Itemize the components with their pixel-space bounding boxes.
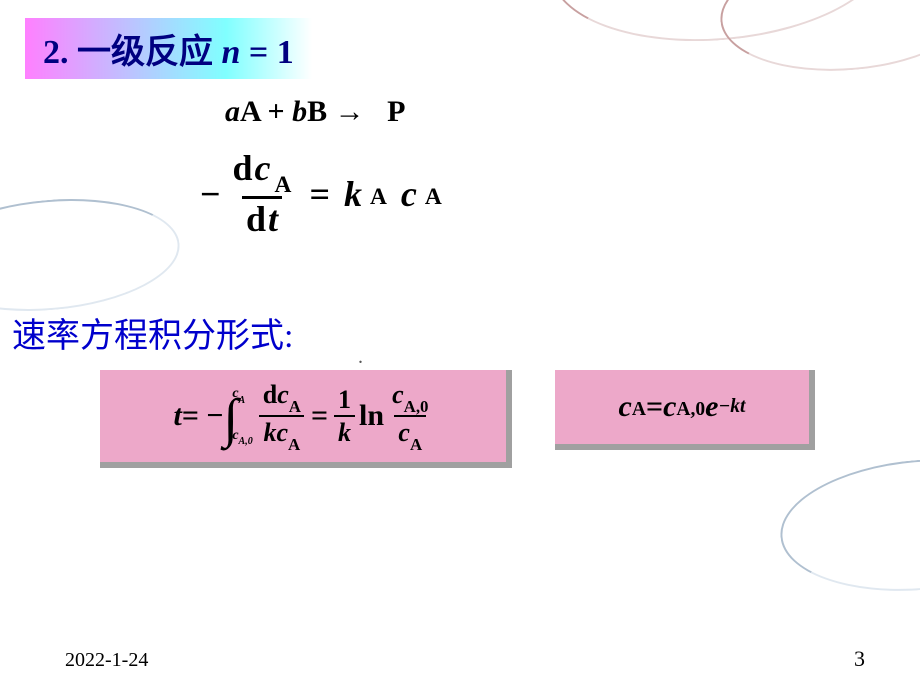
footer-page-number: 3 bbox=[854, 646, 865, 672]
eq3: = bbox=[646, 390, 663, 424]
frac-ca0-ca: cA,0 cA bbox=[388, 381, 432, 451]
subA2: A bbox=[288, 435, 300, 454]
one: 1 bbox=[334, 386, 355, 415]
rate-k: k bbox=[344, 173, 362, 215]
lim-lo-c: c bbox=[232, 428, 238, 443]
exp-kt: −kt bbox=[718, 396, 745, 418]
integral-limits: cA cA,0 bbox=[232, 386, 252, 446]
frac-1-k: 1 k bbox=[334, 386, 355, 447]
cA0-right: c bbox=[663, 390, 676, 424]
species-B: B bbox=[307, 95, 335, 128]
c4: c bbox=[398, 418, 410, 447]
subA0: A,0 bbox=[404, 397, 429, 416]
cA0-right-sub: A,0 bbox=[676, 399, 705, 421]
c1: c bbox=[277, 380, 289, 409]
sub-A-c: A bbox=[425, 184, 442, 211]
integral-form-label: 速率方程积分形式: bbox=[12, 308, 293, 357]
coeff-a: a bbox=[225, 95, 240, 128]
title-var: n bbox=[222, 34, 241, 71]
eq-neg: = − bbox=[182, 399, 224, 433]
reaction-equation: aA + bB → P bbox=[225, 95, 405, 129]
sub-A-k: A bbox=[370, 184, 387, 211]
solution-equation-card: cA = cA,0 e−kt bbox=[555, 370, 815, 450]
c2b: c bbox=[276, 418, 288, 447]
decor-ridge-3 bbox=[0, 189, 184, 321]
subA1: A bbox=[289, 397, 301, 416]
minus-sign: − bbox=[200, 173, 221, 215]
lim-up-sub: A bbox=[239, 395, 246, 406]
decor-dot: . bbox=[358, 346, 363, 369]
conc-c2: c bbox=[401, 173, 417, 215]
rate-differential-equation: − dcA dt = kA cA bbox=[200, 150, 442, 239]
conc-c: c bbox=[255, 148, 271, 188]
species-A: A + bbox=[240, 95, 292, 128]
c3: c bbox=[392, 380, 404, 409]
cA-left: c bbox=[619, 390, 632, 424]
d-op2: d bbox=[246, 199, 266, 239]
e-base: e bbox=[705, 390, 718, 424]
footer-date: 2022-1-24 bbox=[65, 649, 148, 672]
subA3: A bbox=[410, 435, 422, 454]
arrow-icon: → bbox=[335, 95, 365, 128]
k2: k bbox=[338, 418, 351, 447]
cA-left-sub: A bbox=[632, 399, 646, 421]
lim-lo-sub: A,0 bbox=[239, 436, 253, 447]
decor-ridge-4 bbox=[775, 448, 920, 602]
k1: k bbox=[263, 418, 276, 447]
integral-equation-card: t = − ∫ cA cA,0 dcA kcA = 1 k ln cA,0 cA bbox=[100, 370, 512, 468]
sub-A: A bbox=[275, 172, 292, 198]
decor-ridge-2 bbox=[715, 0, 920, 81]
title-eq: = 1 bbox=[240, 34, 293, 71]
coeff-b: b bbox=[292, 95, 307, 128]
lim-up-c: c bbox=[232, 386, 238, 401]
t-var: t bbox=[173, 399, 181, 433]
frac-dc-kc: dcA kcA bbox=[259, 381, 305, 451]
d-op: d bbox=[233, 148, 253, 188]
title-prefix: 2. 一级反应 bbox=[43, 34, 222, 71]
time-t: t bbox=[268, 199, 278, 239]
fraction-dcdt: dcA dt bbox=[229, 150, 296, 239]
ln: ln bbox=[359, 399, 384, 433]
eq2: = bbox=[311, 399, 328, 433]
section-title: 2. 一级反应 n = 1 bbox=[25, 18, 312, 79]
species-P: P bbox=[365, 95, 406, 128]
equals: = bbox=[309, 173, 330, 215]
d1: d bbox=[263, 380, 277, 409]
